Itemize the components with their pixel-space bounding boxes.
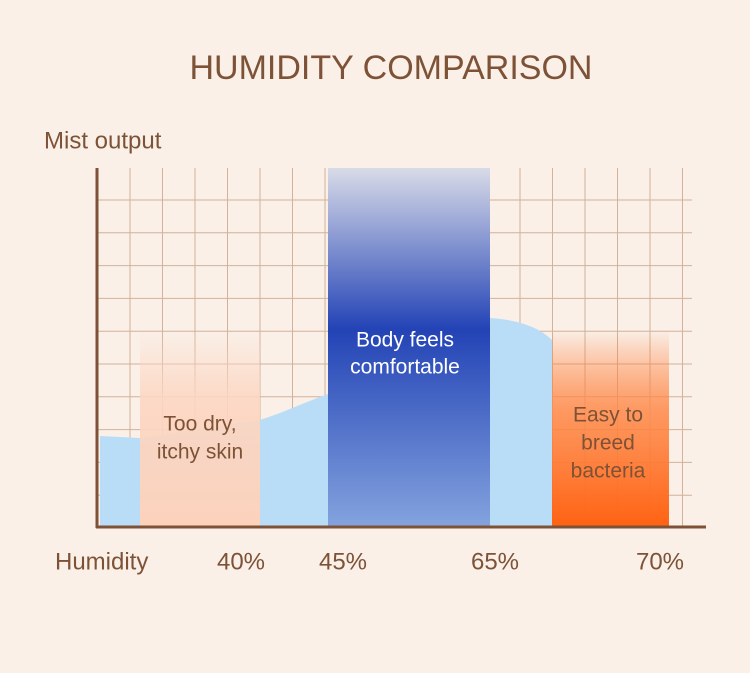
dry-zone [140,330,260,527]
x-label: 45% [319,548,367,575]
zone-label: itchy skin [157,441,243,464]
humid-zone [552,330,669,527]
x-label: 70% [636,548,684,575]
zone-label: bacteria [571,460,646,483]
title: HUMIDITY COMPARISON [190,49,593,87]
x-label: 65% [471,548,519,575]
y-axis-label: Mist output [44,127,162,154]
comfort-zone [328,168,490,527]
x-label: 40% [217,548,265,575]
x-axis-label: Humidity [55,548,148,575]
zone-label: Easy to [573,404,643,427]
zone-label: Body feels [356,329,454,352]
zone-label: breed [581,432,635,455]
zone-label: comfortable [350,356,460,379]
zone-label: Too dry, [163,413,236,436]
